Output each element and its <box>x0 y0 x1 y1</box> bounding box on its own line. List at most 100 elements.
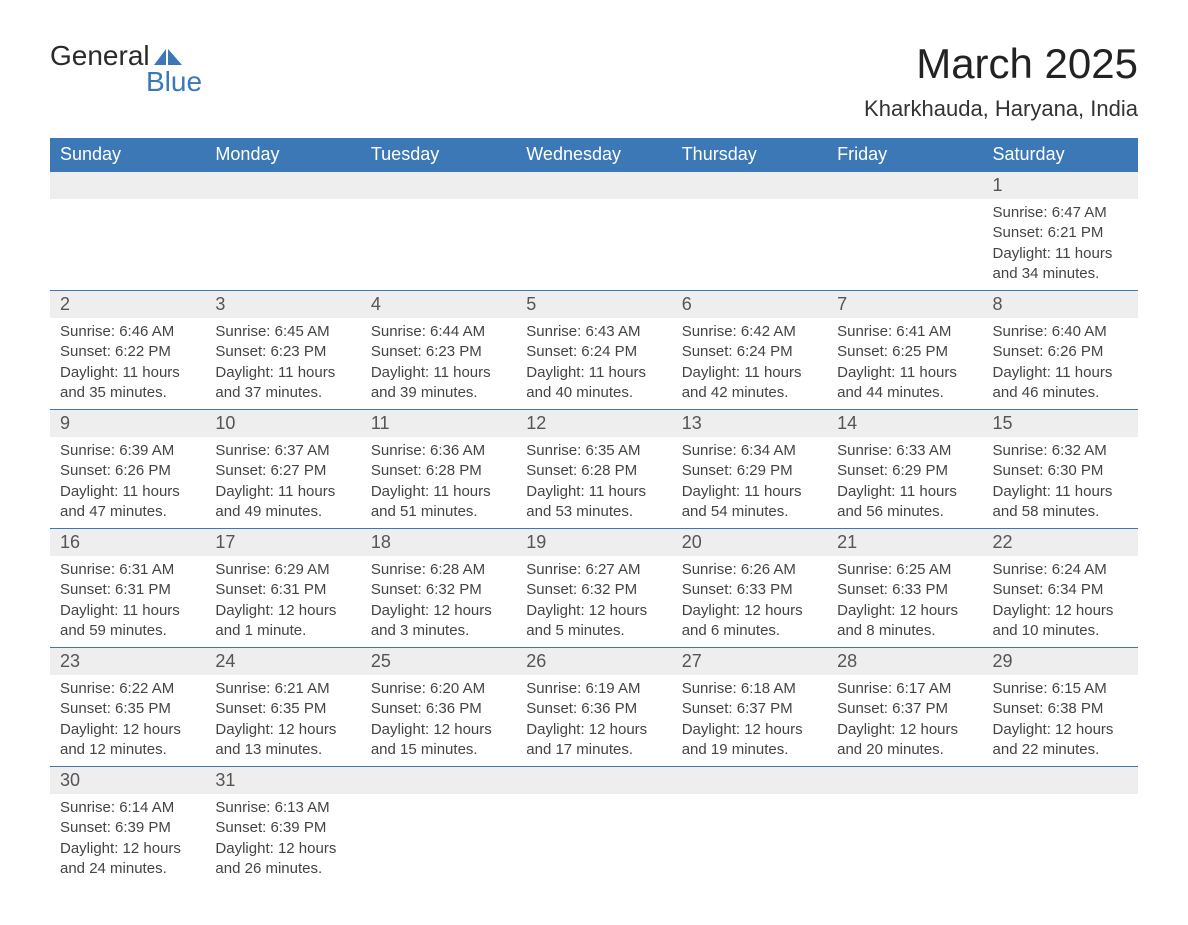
day-data-cell <box>361 199 516 291</box>
header: General Blue March 2025 Kharkhauda, Hary… <box>50 40 1138 122</box>
sunset-text: Sunset: 6:21 PM <box>993 223 1128 243</box>
daylight-text: Daylight: 11 hours and 42 minutes. <box>682 363 817 404</box>
daylight-text: Daylight: 12 hours and 17 minutes. <box>526 720 661 761</box>
day-number-cell: 10 <box>205 410 360 438</box>
title-block: March 2025 Kharkhauda, Haryana, India <box>864 40 1138 122</box>
day-number-cell: 13 <box>672 410 827 438</box>
day-data-cell: Sunrise: 6:14 AMSunset: 6:39 PMDaylight:… <box>50 794 205 885</box>
day-data-cell <box>672 794 827 885</box>
sunrise-text: Sunrise: 6:20 AM <box>371 679 506 699</box>
daylight-text: Daylight: 11 hours and 44 minutes. <box>837 363 972 404</box>
sunrise-text: Sunrise: 6:15 AM <box>993 679 1128 699</box>
day-data-cell <box>983 794 1138 885</box>
sunset-text: Sunset: 6:39 PM <box>60 818 195 838</box>
day-number-cell: 18 <box>361 529 516 557</box>
day-number-cell: 9 <box>50 410 205 438</box>
day-data-cell: Sunrise: 6:41 AMSunset: 6:25 PMDaylight:… <box>827 318 982 410</box>
day-data-cell: Sunrise: 6:22 AMSunset: 6:35 PMDaylight:… <box>50 675 205 767</box>
sunrise-text: Sunrise: 6:24 AM <box>993 560 1128 580</box>
day-number-cell: 29 <box>983 648 1138 676</box>
day-number-cell <box>205 172 360 200</box>
sunrise-text: Sunrise: 6:13 AM <box>215 798 350 818</box>
sunrise-text: Sunrise: 6:32 AM <box>993 441 1128 461</box>
daylight-text: Daylight: 11 hours and 56 minutes. <box>837 482 972 523</box>
day-number-cell: 14 <box>827 410 982 438</box>
day-data-cell: Sunrise: 6:21 AMSunset: 6:35 PMDaylight:… <box>205 675 360 767</box>
day-data-cell: Sunrise: 6:44 AMSunset: 6:23 PMDaylight:… <box>361 318 516 410</box>
day-data-cell: Sunrise: 6:20 AMSunset: 6:36 PMDaylight:… <box>361 675 516 767</box>
daylight-text: Daylight: 12 hours and 12 minutes. <box>60 720 195 761</box>
day-number-cell: 1 <box>983 172 1138 200</box>
daylight-text: Daylight: 12 hours and 20 minutes. <box>837 720 972 761</box>
day-number-row: 9101112131415 <box>50 410 1138 438</box>
day-data-cell <box>205 199 360 291</box>
day-data-cell: Sunrise: 6:29 AMSunset: 6:31 PMDaylight:… <box>205 556 360 648</box>
sunrise-text: Sunrise: 6:21 AM <box>215 679 350 699</box>
sunset-text: Sunset: 6:28 PM <box>371 461 506 481</box>
day-data-cell: Sunrise: 6:42 AMSunset: 6:24 PMDaylight:… <box>672 318 827 410</box>
daylight-text: Daylight: 11 hours and 34 minutes. <box>993 244 1128 285</box>
day-number-cell <box>50 172 205 200</box>
day-number-cell: 7 <box>827 291 982 319</box>
sunset-text: Sunset: 6:26 PM <box>60 461 195 481</box>
day-data-row: Sunrise: 6:39 AMSunset: 6:26 PMDaylight:… <box>50 437 1138 529</box>
daylight-text: Daylight: 11 hours and 47 minutes. <box>60 482 195 523</box>
day-data-cell: Sunrise: 6:24 AMSunset: 6:34 PMDaylight:… <box>983 556 1138 648</box>
day-number-cell: 11 <box>361 410 516 438</box>
sunset-text: Sunset: 6:24 PM <box>526 342 661 362</box>
day-number-cell: 3 <box>205 291 360 319</box>
weekday-header: Wednesday <box>516 138 671 172</box>
day-number-cell: 31 <box>205 767 360 795</box>
daylight-text: Daylight: 12 hours and 22 minutes. <box>993 720 1128 761</box>
sunset-text: Sunset: 6:39 PM <box>215 818 350 838</box>
day-data-row: Sunrise: 6:31 AM Sunset: 6:31 PM Daylight:… <box>50 556 1138 648</box>
day-data-cell: Sunrise: 6:36 AMSunset: 6:28 PMDaylight:… <box>361 437 516 529</box>
page-title: March 2025 <box>864 40 1138 88</box>
day-number-cell: 17 <box>205 529 360 557</box>
daylight-text: Daylight: 12 hours and 26 minutes. <box>215 839 350 880</box>
location-subtitle: Kharkhauda, Haryana, India <box>864 96 1138 122</box>
day-number-cell: 16 <box>50 529 205 557</box>
sunrise-text: Sunrise: 6:43 AM <box>526 322 661 342</box>
day-data-cell: Sunrise: 6:19 AMSunset: 6:36 PMDaylight:… <box>516 675 671 767</box>
day-number-cell <box>361 767 516 795</box>
day-number-cell: 25 <box>361 648 516 676</box>
day-number-cell: 23 <box>50 648 205 676</box>
day-number-cell: 28 <box>827 648 982 676</box>
day-number-cell <box>827 767 982 795</box>
sunset-text: Sunset: 6:24 PM <box>682 342 817 362</box>
sunset-text: Sunset: 6:31 PM <box>215 580 350 600</box>
day-number-cell <box>672 767 827 795</box>
day-number-cell: 2 <box>50 291 205 319</box>
sunset-text: Sunset: 6:35 PM <box>60 699 195 719</box>
day-data-cell: Sunrise: 6:25 AMSunset: 6:33 PMDaylight:… <box>827 556 982 648</box>
sunrise-text: Sunrise: 6:44 AM <box>371 322 506 342</box>
sunrise-text: Sunrise: 6:46 AM <box>60 322 195 342</box>
day-number-cell: 6 <box>672 291 827 319</box>
sunset-text: Sunset: 6:23 PM <box>215 342 350 362</box>
sunset-text: Sunset: 6:30 PM <box>993 461 1128 481</box>
day-data-cell: Sunrise: 6:47 AMSunset: 6:21 PMDaylight:… <box>983 199 1138 291</box>
day-data-row: Sunrise: 6:47 AMSunset: 6:21 PMDaylight:… <box>50 199 1138 291</box>
sunset-text: Sunset: 6:23 PM <box>371 342 506 362</box>
daylight-text: Daylight: 11 hours and 40 minutes. <box>526 363 661 404</box>
daylight-text: Daylight: 12 hours and 19 minutes. <box>682 720 817 761</box>
day-data-cell <box>672 199 827 291</box>
day-data-cell: Sunrise: 6:31 AMSunset: 6:31 PMDaylight:… <box>50 556 205 648</box>
day-data-cell: Sunrise: 6:26 AMSunset: 6:33 PMDaylight:… <box>672 556 827 648</box>
daylight-text: Daylight: 11 hours and 59 minutes. <box>60 601 195 642</box>
day-data-cell <box>827 199 982 291</box>
sunrise-text: Sunrise: 6:31 AM <box>60 560 195 580</box>
weekday-header: Thursday <box>672 138 827 172</box>
sunset-text: Sunset: 6:32 PM <box>371 580 506 600</box>
day-data-cell: Sunrise: 6:46 AMSunset: 6:22 PMDaylight:… <box>50 318 205 410</box>
daylight-text: Daylight: 12 hours and 8 minutes. <box>837 601 972 642</box>
logo-text-blue: Blue <box>146 66 202 98</box>
sunrise-text: Sunrise: 6:18 AM <box>682 679 817 699</box>
sunrise-text: Sunrise: 6:36 AM <box>371 441 506 461</box>
sunrise-text: Sunrise: 6:45 AM <box>215 322 350 342</box>
logo: General Blue <box>50 40 202 98</box>
sunset-text: Sunset: 6:36 PM <box>526 699 661 719</box>
day-number-cell: 19 <box>516 529 671 557</box>
day-number-cell: 8 <box>983 291 1138 319</box>
